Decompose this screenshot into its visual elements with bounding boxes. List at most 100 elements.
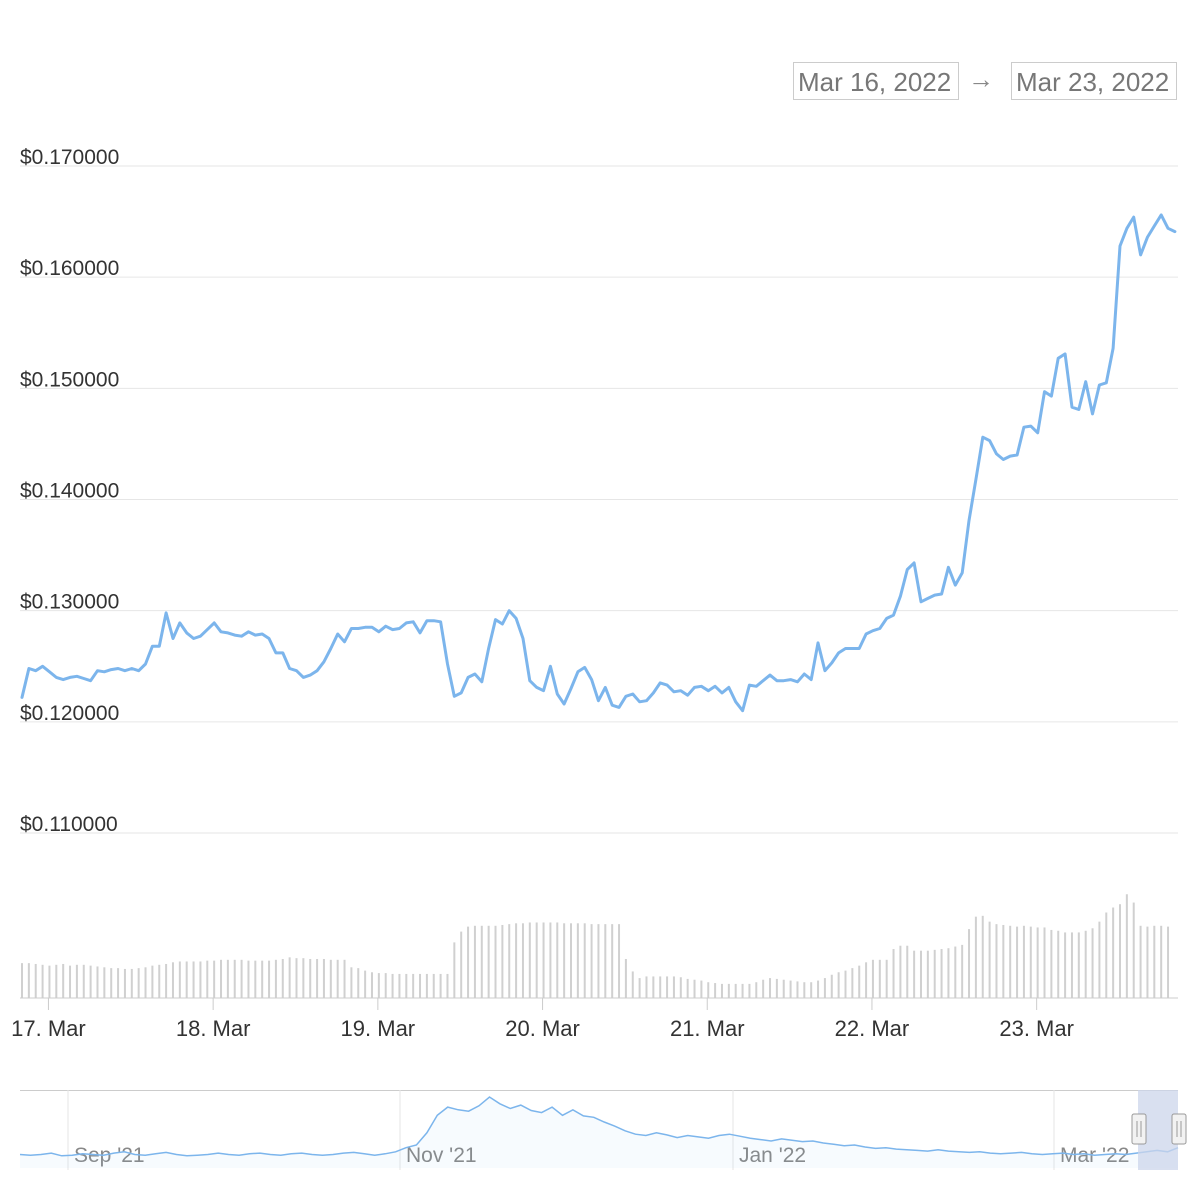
x-tick-label: 20. Mar <box>505 1016 580 1041</box>
volume-bar <box>137 968 140 998</box>
volume-bar <box>762 979 765 998</box>
volume-bar <box>185 961 188 998</box>
volume-bar <box>357 968 360 998</box>
volume-bar <box>508 924 511 998</box>
volume-bar <box>954 946 957 998</box>
volume-bar <box>830 974 833 998</box>
volume-bar <box>487 925 490 998</box>
volume-bar <box>796 981 799 998</box>
volume-bar <box>858 965 861 998</box>
volume-bar <box>659 976 662 998</box>
navigator-left-handle[interactable] <box>1131 1113 1147 1145</box>
volume-bar <box>1064 932 1067 998</box>
volume-bar <box>748 983 751 998</box>
volume-bar <box>233 959 236 998</box>
volume-bar <box>563 923 566 998</box>
volume-bar <box>1091 928 1094 998</box>
volume-bar <box>906 945 909 998</box>
volume-bar <box>165 963 168 998</box>
volume-bar <box>1167 926 1170 998</box>
navigator-right-handle[interactable] <box>1171 1113 1187 1145</box>
volume-bar <box>199 961 202 998</box>
volume-bar <box>631 971 634 998</box>
volume-bar <box>96 966 99 998</box>
volume-bar <box>590 924 593 998</box>
volume-bar <box>220 959 223 998</box>
volume-bar <box>467 926 470 998</box>
volume-bar <box>322 958 325 998</box>
volume-bar <box>810 982 813 998</box>
volume-bar <box>707 982 710 998</box>
volume-bar <box>213 960 216 998</box>
volume-bar <box>576 923 579 998</box>
volume-bar <box>370 972 373 998</box>
volume-bar <box>542 922 545 998</box>
volume-bar <box>192 961 195 998</box>
navigator-tick-label: Jan '22 <box>739 1144 806 1167</box>
y-tick-label: $0.120000 <box>20 702 119 725</box>
volume-bar <box>1016 926 1019 998</box>
volume-bar <box>446 973 449 998</box>
volume-bar <box>55 964 58 998</box>
price-series <box>20 213 1177 713</box>
volume-bar <box>295 958 298 998</box>
volume-bar <box>254 960 257 998</box>
volume-bar <box>247 960 250 998</box>
volume-bar <box>803 982 806 998</box>
volume-bar <box>110 968 113 998</box>
price-line <box>20 213 1177 713</box>
navigator-tick-label: Nov '21 <box>406 1144 477 1167</box>
volume-bar <box>398 973 401 998</box>
x-tick-label: 23. Mar <box>999 1016 1074 1041</box>
grid-lines <box>20 165 1178 834</box>
x-tick-label: 17. Mar <box>11 1016 86 1041</box>
volume-bar <box>817 980 820 998</box>
volume-bar <box>769 978 772 998</box>
volume-bar <box>501 924 504 998</box>
volume-bar <box>1002 924 1005 998</box>
volume-bar <box>103 967 106 998</box>
volume-bar <box>597 924 600 998</box>
volume-bar <box>988 921 991 998</box>
volume-bar <box>144 967 147 998</box>
volume-bar <box>604 924 607 998</box>
volume-bar <box>1160 925 1163 998</box>
volume-bar <box>1139 925 1142 998</box>
volume-bar <box>686 978 689 998</box>
navigator-series <box>19 1096 1179 1168</box>
range-from-input[interactable]: Mar 16, 2022 <box>793 62 959 100</box>
x-axis-tick-marks <box>47 998 1038 1010</box>
volume-bar <box>453 942 456 998</box>
y-tick-label: $0.170000 <box>20 146 119 169</box>
volume-bar <box>473 925 476 998</box>
volume-bar <box>583 923 586 998</box>
volume-bar <box>1084 930 1087 998</box>
volume-bar <box>1009 925 1012 998</box>
volume-bar <box>261 960 264 998</box>
volume-bar <box>913 950 916 998</box>
volume-bar <box>755 982 758 998</box>
volume-bar <box>782 979 785 998</box>
volume-bars <box>21 894 1170 998</box>
range-to-input[interactable]: Mar 23, 2022 <box>1011 62 1177 100</box>
navigator[interactable]: Sep '21 Nov '21 Jan '22 Mar '22 <box>19 1090 1187 1170</box>
navigator-line <box>19 1096 1179 1157</box>
navigator-background <box>20 1090 1178 1170</box>
y-tick-label: $0.130000 <box>20 591 119 614</box>
x-axis-ticks: 17. Mar 18. Mar 19. Mar 20. Mar 21. Mar 22. M… <box>11 1016 1074 1041</box>
volume-bar <box>268 960 271 998</box>
y-tick-label: $0.110000 <box>20 813 118 836</box>
volume-bar <box>789 980 792 998</box>
y-tick-label: $0.150000 <box>20 368 119 391</box>
volume-bar <box>611 924 614 998</box>
volume-bar <box>460 931 463 998</box>
volume-bar <box>521 923 524 998</box>
volume-bar <box>130 968 133 998</box>
volume-bar <box>528 922 531 998</box>
volume-bar <box>570 923 572 998</box>
volume-bar <box>981 915 984 998</box>
volume-bar <box>535 922 538 998</box>
volume-bar <box>1050 929 1053 998</box>
volume-bar <box>741 983 744 998</box>
volume-bar <box>1112 907 1115 998</box>
